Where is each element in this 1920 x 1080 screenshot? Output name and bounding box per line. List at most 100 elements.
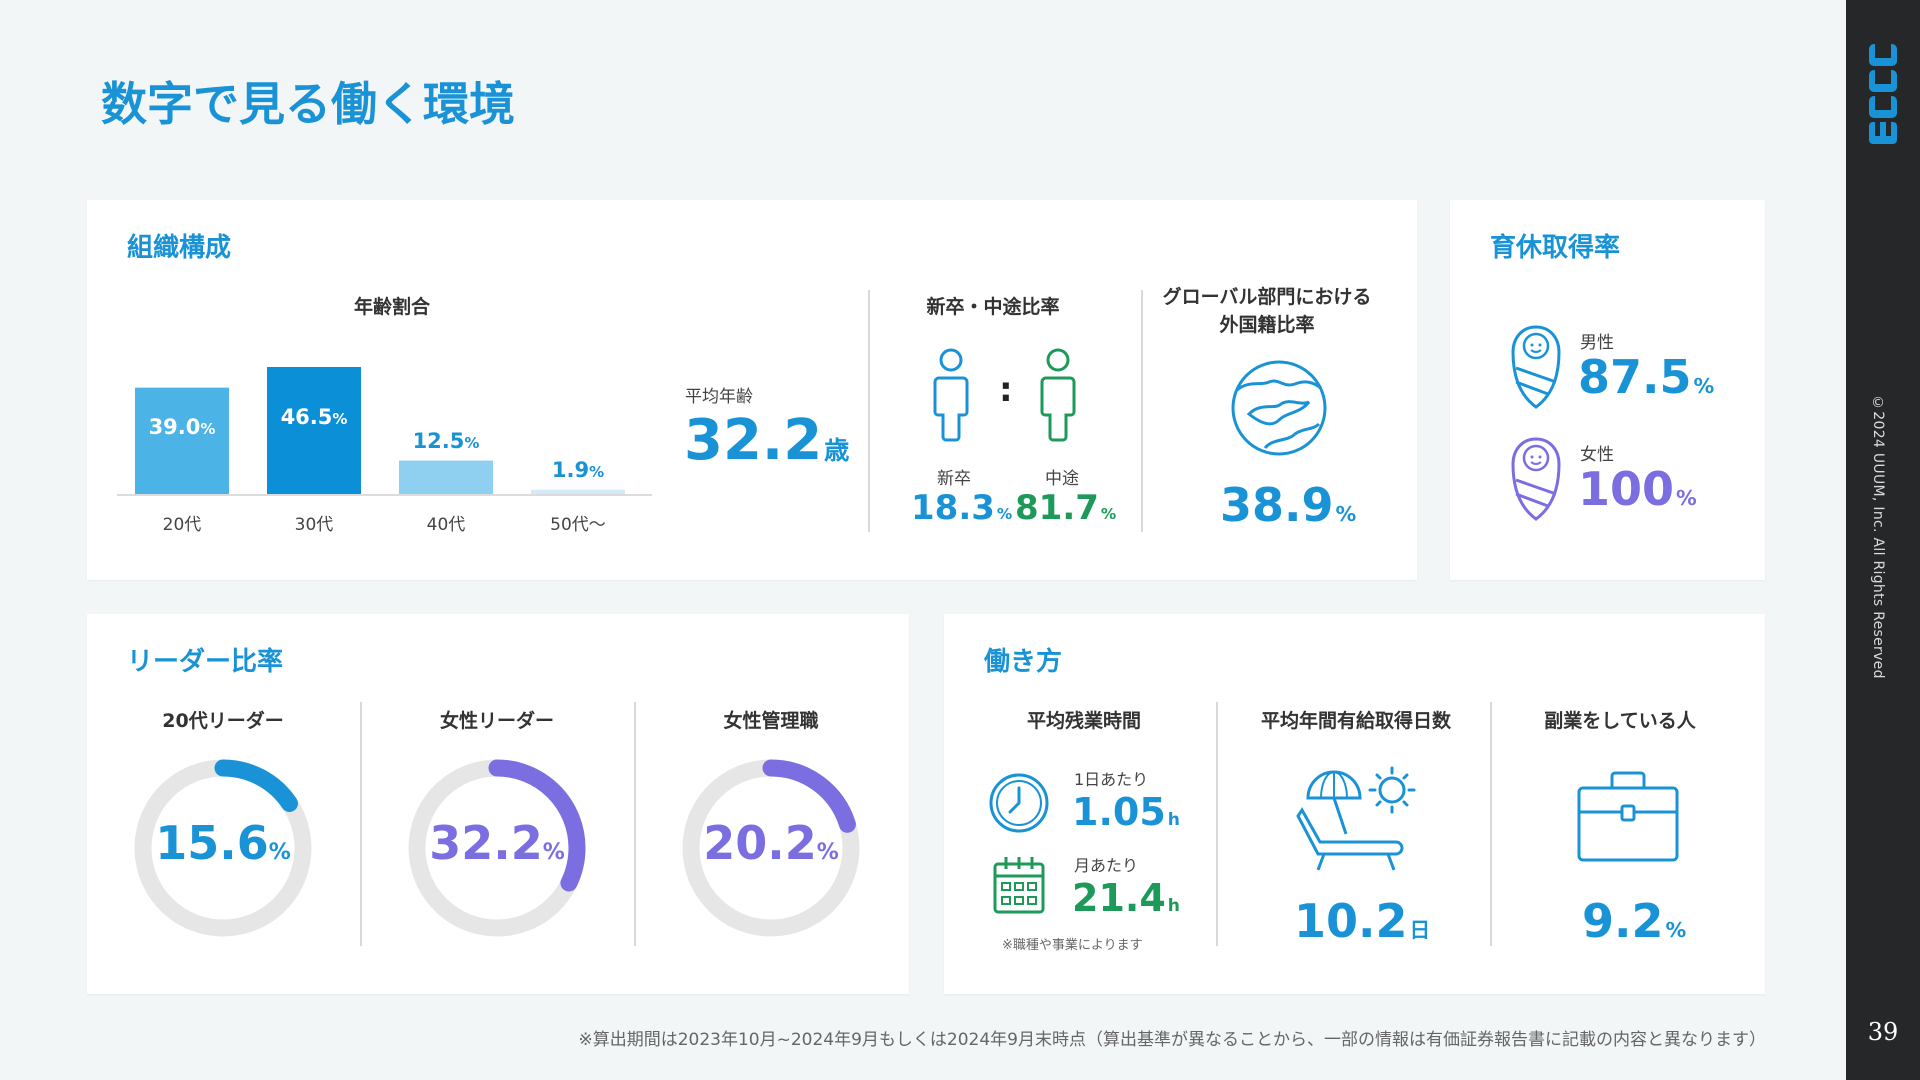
leader-ratio-card: リーダー比率 20代リーダー 15.6% 女性リーダー 32.2% 女性管理職 20.2%	[87, 614, 909, 994]
bar-value-number: 46.5	[280, 405, 333, 429]
bar-value-unit: %	[332, 410, 348, 428]
organization-card: 組織構成 年齢割合 平均年齢 32.2歳 新卒・中途比率 : 新卒 中途 18.…	[87, 200, 1417, 580]
avg-age-label: 平均年齢	[685, 387, 753, 407]
leave-number: 10.2	[1294, 894, 1408, 948]
leader-card-title: リーダー比率	[127, 647, 284, 677]
childcare-leave-card: 育休取得率 男性 87.5% 女性 100%	[1450, 200, 1765, 580]
copyright-text: ©2024 UUUM, Inc. All Rights Reserved	[1870, 395, 1886, 679]
overtime-title: 平均残業時間	[1026, 710, 1141, 732]
per-month-number: 21.4	[1072, 876, 1166, 920]
midcareer-unit: %	[1100, 505, 1117, 523]
side-job-title: 副業をしている人	[1544, 710, 1696, 732]
workstyle-card: 働き方 平均残業時間 1日あたり 1.05 h 月あたり 21.4 h ※職種や事業…	[944, 614, 1765, 994]
global-title-line1: グローバル部門における	[1162, 286, 1372, 308]
organization-card-title: 組織構成	[127, 233, 232, 263]
clock-icon	[989, 773, 1049, 833]
bar-value-unit: %	[200, 420, 216, 439]
bar-value-label: 1.9%	[531, 458, 625, 482]
donut-arc	[682, 759, 860, 937]
leader-donut-number: 20.2	[703, 816, 817, 870]
per-day-number: 1.05	[1072, 790, 1166, 834]
leader-divider-2	[634, 702, 636, 946]
male-unit: %	[1693, 374, 1715, 398]
bar-value-label: 39.0%	[135, 415, 229, 439]
newgrad-unit: %	[996, 505, 1013, 523]
leader-donut-unit: %	[542, 840, 565, 865]
midcareer-person-icon	[1040, 348, 1076, 442]
bar-value-number: 1.9	[551, 457, 590, 482]
leader-item-title: 女性管理職	[723, 710, 819, 732]
calendar-icon	[993, 857, 1045, 914]
per-month-value: 21.4 h	[1072, 876, 1180, 920]
briefcase-icon	[1577, 771, 1679, 862]
bar-value-label: 12.5%	[399, 429, 493, 453]
male-number: 87.5	[1578, 350, 1692, 404]
bar-value-unit: %	[589, 462, 605, 481]
workstyle-card-title: 働き方	[984, 647, 1063, 677]
donut-arc	[134, 759, 312, 937]
newgrad-person-icon	[933, 348, 969, 442]
global-value: 38.9%	[1220, 478, 1356, 532]
leader-item-title: 20代リーダー	[162, 710, 284, 732]
bar-value-number: 39.0	[148, 415, 201, 440]
per-month-unit: h	[1167, 896, 1180, 916]
leader-donut-value: 15.6%	[133, 816, 313, 870]
midcareer-label: 中途	[1045, 469, 1079, 489]
per-day-value: 1.05 h	[1072, 790, 1180, 834]
side-job-unit: %	[1665, 918, 1687, 942]
leader-donut-value: 20.2%	[681, 816, 861, 870]
per-day-label: 1日あたり	[1074, 770, 1149, 789]
leader-donut-unit: %	[268, 840, 291, 865]
leader-divider-1	[360, 702, 362, 946]
leave-title: 平均年間有給取得日数	[1260, 710, 1451, 732]
leader-donut-number: 15.6	[155, 816, 269, 870]
female-number: 100	[1578, 462, 1675, 516]
overtime-note: ※職種や事業によります	[1002, 938, 1143, 953]
leader-donut-number: 32.2	[429, 816, 543, 870]
leader-donut	[408, 759, 586, 937]
age-ratio-title: 年齢割合	[353, 296, 430, 318]
avg-age-number: 32.2	[684, 408, 823, 473]
newgrad-number: 18.3	[911, 488, 995, 528]
bar-30代	[267, 367, 361, 495]
side-job-value: 9.2%	[1582, 894, 1686, 948]
age-ratio-chart	[117, 367, 652, 496]
midcareer-number: 81.7	[1015, 488, 1099, 528]
globe-icon	[1231, 360, 1327, 456]
leader-donut	[134, 759, 312, 937]
donut-arc	[408, 759, 586, 937]
baby-male-icon	[1511, 325, 1561, 409]
leader-donut-value: 32.2%	[407, 816, 587, 870]
page-number: 39	[1867, 1018, 1899, 1046]
global-unit: %	[1335, 502, 1357, 526]
bar-category-label: 30代	[294, 515, 334, 535]
footnote: ※算出期間は2023年10月~2024年9月もしくは2024年9月末時点（算出基…	[578, 1030, 1766, 1050]
bar-category-label: 20代	[162, 515, 202, 535]
avg-age-unit: 歳	[824, 436, 850, 465]
newgrad-title: 新卒・中途比率	[926, 296, 1060, 318]
male-label: 男性	[1580, 333, 1614, 353]
midcareer-value: 81.7%	[1015, 488, 1116, 528]
leader-donut	[682, 759, 860, 937]
per-day-unit: h	[1167, 810, 1180, 830]
bar-20代	[135, 387, 229, 495]
divider-2	[1141, 290, 1143, 532]
work-divider-1	[1216, 702, 1218, 946]
female-unit: %	[1676, 486, 1697, 510]
ratio-colon: :	[999, 370, 1013, 410]
leave-unit: 日	[1409, 918, 1431, 942]
uuum-logo-icon	[1869, 44, 1897, 144]
bar-category-label: 50代～	[550, 515, 606, 535]
global-title-line2: 外国籍比率	[1219, 314, 1315, 336]
bar-40代	[399, 460, 493, 495]
bar-value-number: 12.5	[412, 428, 465, 453]
global-number: 38.9	[1220, 478, 1334, 532]
female-value: 100%	[1578, 462, 1697, 516]
bar-50代～	[531, 489, 625, 495]
leave-value: 10.2日	[1294, 894, 1430, 948]
male-value: 87.5%	[1578, 350, 1714, 404]
side-job-number: 9.2	[1582, 894, 1664, 948]
bar-value-label: 46.5%	[267, 405, 361, 429]
work-divider-2	[1490, 702, 1492, 946]
leader-item-title: 女性リーダー	[439, 710, 554, 732]
